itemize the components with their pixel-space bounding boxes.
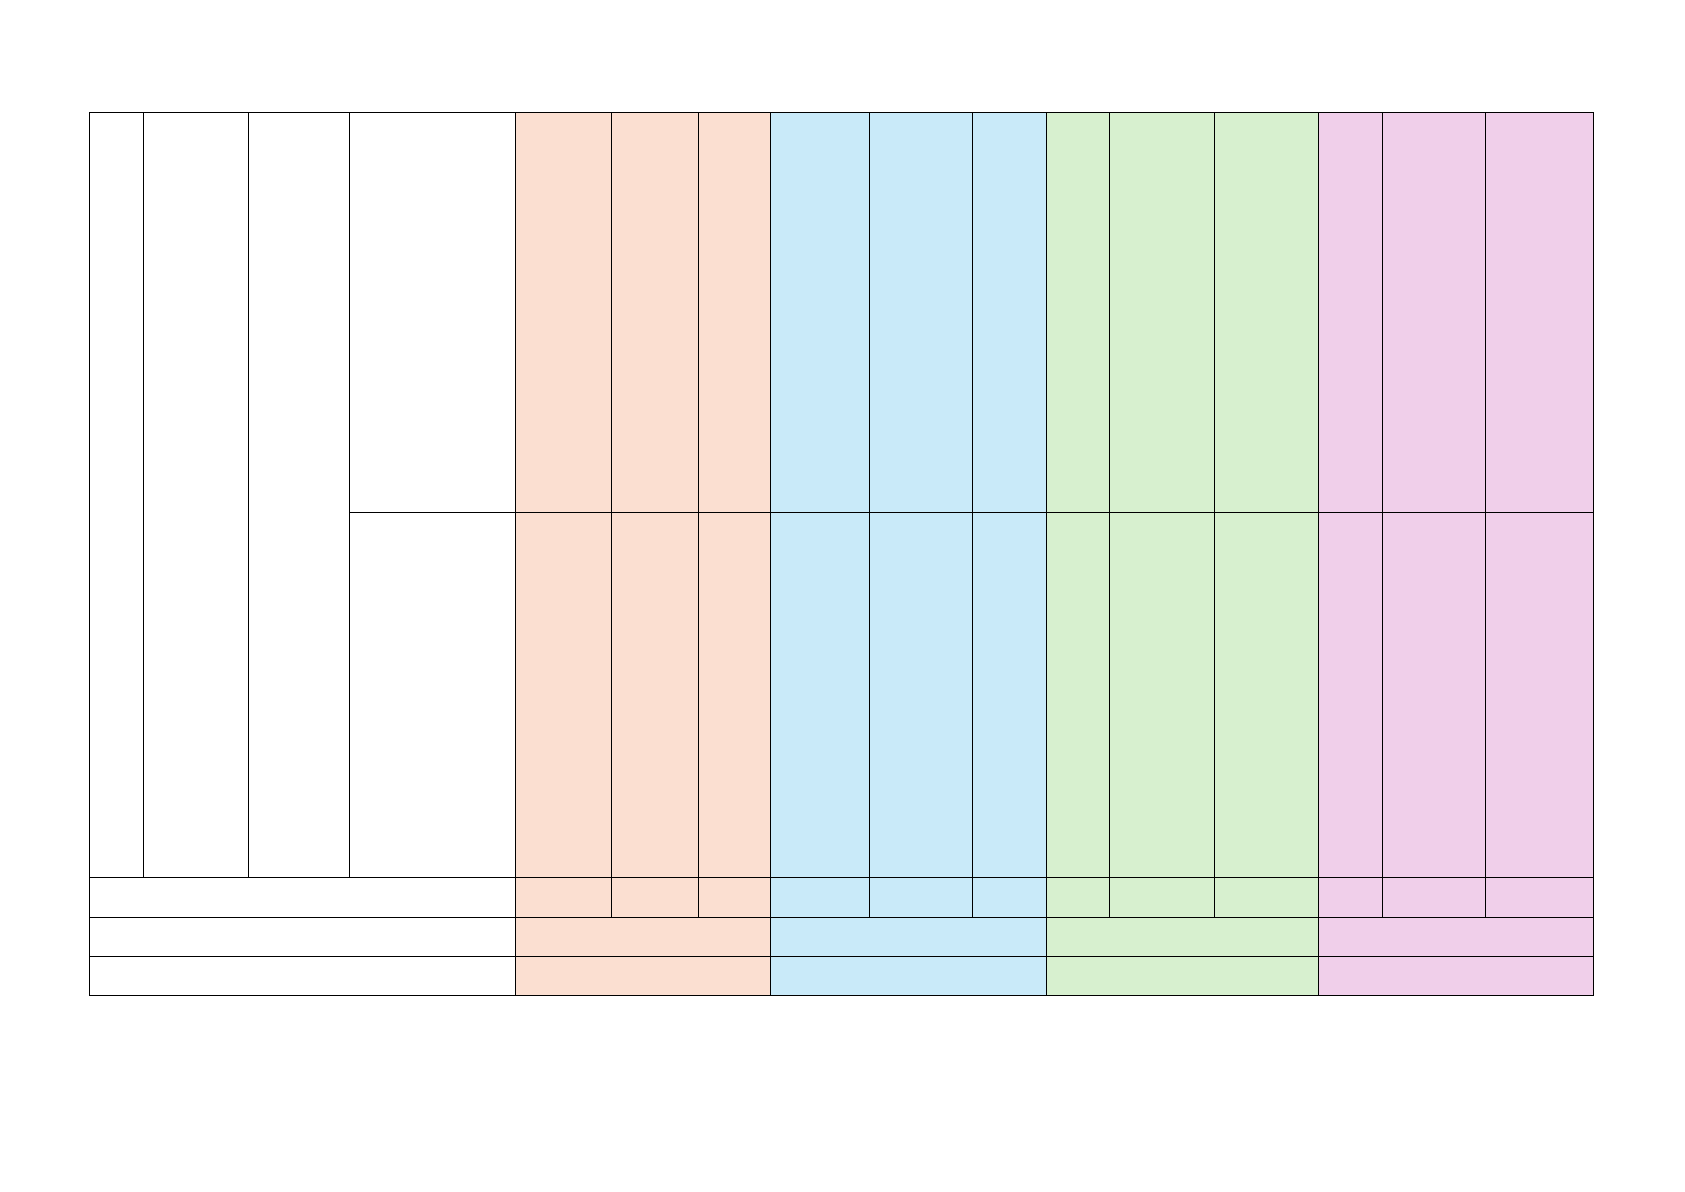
cell-green-1-top	[1046, 112, 1110, 513]
cell-footer1-pink-1	[1318, 877, 1383, 918]
cell-green-2-bottom	[1109, 512, 1215, 878]
footer-row-3	[89, 956, 1594, 996]
cell-footer1-blue-1	[770, 877, 870, 918]
cell-pink-1-top	[1318, 112, 1383, 513]
cell-footer2-peach-merged	[515, 917, 771, 957]
cell-footer1-pink-3	[1485, 877, 1594, 918]
cell-pink-2-top	[1382, 112, 1486, 513]
cell-footer3-blue-merged	[770, 956, 1047, 996]
matrix-table	[89, 112, 1594, 996]
cell-green-3-top	[1214, 112, 1319, 513]
cell-pink-3-top	[1485, 112, 1594, 513]
cell-blue-1-bottom	[770, 512, 870, 878]
cell-footer1-peach-1	[515, 877, 612, 918]
cell-footer2-white-merged	[89, 917, 516, 957]
cell-footer1-green-1	[1046, 877, 1110, 918]
cell-white-col3-merged	[248, 112, 350, 878]
cell-white-col2-merged	[143, 112, 249, 878]
cell-peach-2-bottom	[611, 512, 699, 878]
cell-green-1-bottom	[1046, 512, 1110, 878]
cell-footer1-pink-2	[1382, 877, 1486, 918]
cell-peach-2-top	[611, 112, 699, 513]
cell-green-3-bottom	[1214, 512, 1319, 878]
cell-footer3-peach-merged	[515, 956, 771, 996]
footer-row-2	[89, 917, 1594, 957]
cell-footer1-green-3	[1214, 877, 1319, 918]
cell-blue-3-top	[972, 112, 1047, 513]
cell-footer1-peach-3	[698, 877, 771, 918]
cell-peach-1-top	[515, 112, 612, 513]
cell-footer2-blue-merged	[770, 917, 1047, 957]
cell-pink-2-bottom	[1382, 512, 1486, 878]
cell-footer3-green-merged	[1046, 956, 1319, 996]
cell-peach-3-bottom	[698, 512, 771, 878]
cell-peach-1-bottom	[515, 512, 612, 878]
cell-white-col1-merged	[89, 112, 144, 878]
cell-blue-2-top	[869, 112, 973, 513]
footer-row-1	[89, 877, 1594, 918]
body-row-2	[90, 512, 1594, 878]
cell-footer1-green-2	[1109, 877, 1215, 918]
cell-footer1-blue-2	[869, 877, 973, 918]
cell-white-col4-top	[349, 112, 516, 513]
cell-footer1-peach-2	[611, 877, 699, 918]
body-row-1	[89, 112, 1594, 878]
cell-green-2-top	[1109, 112, 1215, 513]
cell-footer1-white-merged	[89, 877, 516, 918]
cell-blue-3-bottom	[972, 512, 1047, 878]
cell-footer3-white-merged	[89, 956, 516, 996]
cell-pink-1-bottom	[1318, 512, 1383, 878]
cell-footer1-blue-3	[972, 877, 1047, 918]
cell-blue-1-top	[770, 112, 870, 513]
cell-footer2-green-merged	[1046, 917, 1319, 957]
cell-footer2-pink-merged	[1318, 917, 1594, 957]
cell-peach-3-top	[698, 112, 771, 513]
cell-white-col4-bottom	[349, 512, 516, 878]
cell-blue-2-bottom	[869, 512, 973, 878]
cell-pink-3-bottom	[1485, 512, 1594, 878]
cell-footer3-pink-merged	[1318, 956, 1594, 996]
